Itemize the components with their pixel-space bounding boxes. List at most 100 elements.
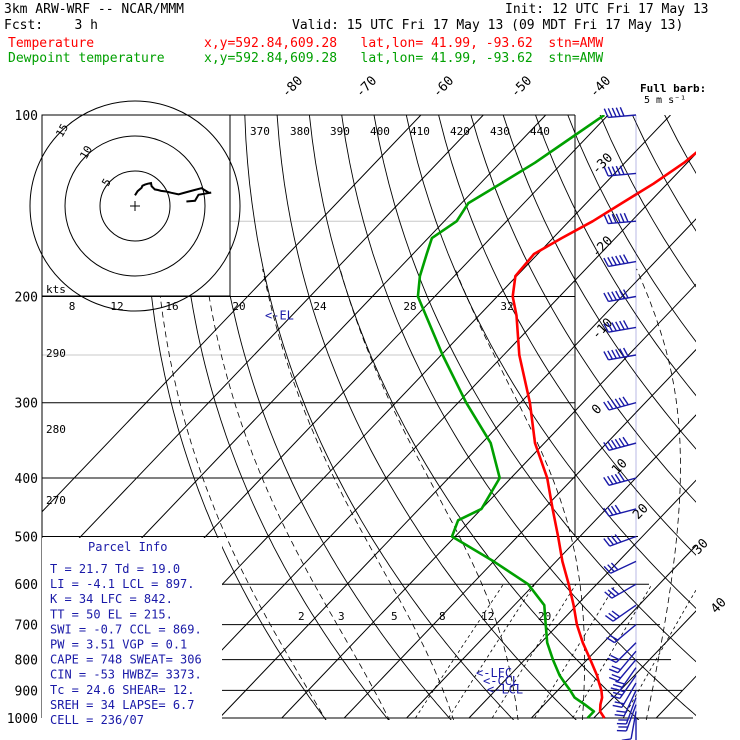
dry-adiabat-430	[714, 87, 740, 730]
barb-flag	[614, 398, 622, 408]
hodograph-unit-label: kts	[46, 283, 66, 296]
pressure-label-200: 200	[15, 291, 38, 306]
wind-barb	[606, 624, 637, 644]
mixing-ratio-3	[448, 583, 536, 719]
barb-flag	[611, 587, 620, 595]
barb-staff	[614, 624, 637, 644]
barb-flag	[607, 400, 614, 410]
barb-flag	[603, 108, 609, 118]
parcel-info-row: T = 21.7 Td = 19.0	[50, 562, 180, 576]
barb-staff	[608, 114, 637, 119]
mixing-ratio-label: 8	[439, 610, 446, 623]
dry-adiabat-270	[212, 115, 452, 720]
parcel-info-row: SWI = -0.7 CCL = 869.	[50, 622, 202, 636]
wind-barb	[616, 704, 637, 732]
wind-barb	[612, 682, 637, 708]
wind-barb	[603, 347, 637, 361]
barb-flag	[614, 701, 625, 705]
isotherm--40	[219, 218, 696, 719]
moist-adiabat-30	[636, 268, 681, 720]
marker-el: <-EL	[265, 309, 294, 323]
barb-flag	[610, 695, 621, 700]
barb-staff	[609, 535, 637, 547]
barb-flag	[618, 437, 625, 447]
wind-barb	[614, 690, 637, 717]
barb-flag	[612, 704, 623, 708]
parcel-info-row: K = 34 LFC = 842.	[50, 592, 173, 606]
moist-adiabat-20	[454, 268, 585, 720]
wind-barb	[604, 604, 637, 622]
dry-adiabat-290	[276, 115, 577, 720]
barb-flag	[606, 637, 615, 644]
isotherm-label: -80	[279, 73, 306, 100]
barb-flag	[619, 213, 625, 223]
dry-adiabat-310	[341, 115, 696, 717]
barb-flag	[607, 506, 614, 516]
dewpoint-legend-label: Dewpoint temperature	[8, 51, 165, 66]
theta-label: 420	[450, 125, 470, 138]
barb-flag	[614, 438, 622, 448]
theta-side-label: 270	[46, 494, 66, 507]
pressure-label-700: 700	[15, 619, 38, 634]
barb-flag	[610, 474, 618, 484]
mixing-ratio-label: 2	[298, 610, 305, 623]
barb-flag	[619, 348, 625, 358]
barb-flag	[615, 349, 621, 359]
theta-label: 410	[410, 125, 430, 138]
barb-flag	[622, 347, 629, 357]
forecast-hour: Fcst: 3 h	[4, 18, 98, 33]
pressure-label-900: 900	[15, 684, 38, 699]
theta-label: 390	[330, 125, 350, 138]
barb-staff	[608, 260, 637, 268]
theta-side-label: 280	[46, 423, 66, 436]
wind-barb	[610, 667, 637, 692]
barb-flag	[603, 166, 609, 177]
barb-flag	[615, 290, 621, 300]
barb-flag	[619, 165, 625, 175]
barb-flag	[610, 562, 619, 571]
barb-flag	[622, 289, 629, 299]
mixing-ratio-5	[491, 583, 577, 719]
barb-staff	[611, 583, 637, 599]
barb-legend-title: Full barb:	[640, 82, 706, 95]
temperature-location: x,y=592.84,609.28 lat,lon= 41.99, -93.62…	[204, 36, 604, 51]
mixing-ratio-12	[572, 583, 653, 719]
dry-adiabat-250	[144, 115, 327, 720]
hodograph-axis-label: 12	[110, 300, 123, 313]
hodograph-ring-label: 10	[77, 144, 95, 162]
barb-flag	[603, 214, 609, 224]
isotherm-label: 40	[708, 595, 730, 617]
parcel-info-row: TT = 50 EL = 215.	[50, 607, 173, 621]
parcel-info-row: CAPE = 748 SWEAT= 306	[50, 653, 202, 667]
moist-adiabat--20	[157, 268, 327, 720]
hodograph-ring-2	[64, 135, 206, 277]
pressure-label-400: 400	[15, 472, 38, 487]
barb-flag	[618, 472, 625, 482]
barb-flag	[610, 505, 618, 515]
model-title: 3km ARW-WRF -- NCAR/MMM	[4, 2, 185, 17]
barb-staff	[612, 604, 637, 622]
parcel-info-row: PW = 3.51 VGP = 0.1	[50, 638, 187, 652]
hodograph-ring-1	[99, 170, 171, 242]
barb-flag	[611, 107, 617, 117]
barb-flag	[611, 610, 621, 618]
barb-flag	[615, 213, 621, 223]
barb-staff	[608, 354, 637, 361]
isotherm--10	[406, 414, 696, 719]
barb-flag	[610, 535, 618, 544]
theta-label: 440	[530, 125, 550, 138]
theta-label: 430	[490, 125, 510, 138]
wind-barb	[608, 659, 637, 682]
isotherm-40	[719, 115, 740, 718]
barb-flag	[603, 442, 610, 451]
valid-time: Valid: 15 UTC Fri 17 May 13 (09 MDT Fri …	[292, 18, 684, 33]
hodograph-axis-label: 32	[500, 300, 513, 313]
isotherm--90	[42, 115, 484, 578]
barb-flag	[610, 439, 618, 449]
dry-adiabat-280	[244, 115, 515, 720]
barb-flag	[607, 322, 614, 332]
parcel-info-row: CIN = -53 HWBZ= 3373.	[50, 668, 202, 682]
wind-barb	[608, 650, 637, 674]
hodograph-axis-label: 24	[313, 300, 327, 313]
